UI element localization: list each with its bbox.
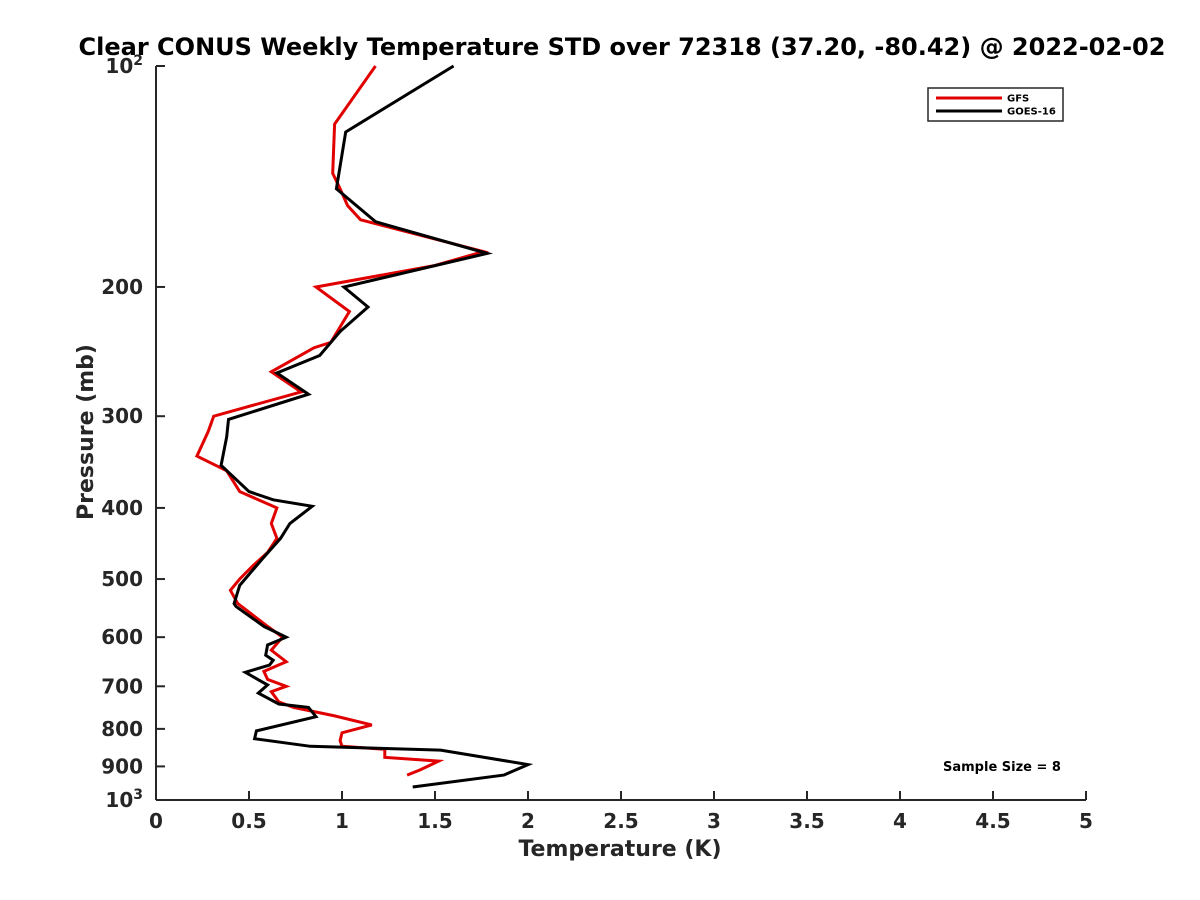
series-line-gfs — [194, 65, 490, 777]
y-tick-label: 400 — [101, 496, 143, 520]
y-tick-label: 103 — [105, 787, 143, 812]
y-axis: 102 200 300 400 500 600 700 800 900 103 — [101, 53, 165, 812]
series-line-goes-16 — [219, 64, 534, 789]
x-tick-label: 4 — [893, 809, 907, 833]
x-axis: 0 0.5 1 1.5 2 2.5 3 3.5 4 4.5 5 — [149, 791, 1093, 833]
x-tick-label: 3.5 — [789, 809, 824, 833]
x-tick-label: 1.5 — [417, 809, 452, 833]
x-tick-label: 5 — [1079, 809, 1093, 833]
y-tick-label: 500 — [101, 567, 143, 591]
legend-box — [927, 87, 1064, 122]
sample-size-annotation: Sample Size = 8 — [943, 760, 1061, 775]
x-tick-label: 3 — [707, 809, 721, 833]
x-tick-label: 4.5 — [975, 809, 1010, 833]
legend-label-gfs: GFS — [1007, 94, 1029, 105]
y-tick-label: 800 — [101, 717, 143, 741]
x-tick-label: 0.5 — [231, 809, 266, 833]
y-tick-label: 600 — [101, 625, 143, 649]
y-axis-label: Pressure (mb) — [74, 344, 99, 520]
series-layer — [194, 64, 534, 789]
plot-background — [156, 66, 1086, 800]
x-tick-label: 0 — [149, 809, 163, 833]
plot-area — [156, 66, 1086, 800]
chart-title: Clear CONUS Weekly Temperature STD over … — [79, 33, 1166, 61]
y-tick-label: 300 — [101, 404, 143, 428]
legend: GFS GOES-16 — [927, 87, 1064, 122]
y-tick-label: 102 — [105, 53, 143, 78]
y-tick-label: 900 — [101, 754, 143, 778]
x-tick-label: 1 — [335, 809, 349, 833]
x-axis-label: Temperature (K) — [518, 837, 721, 862]
y-tick-label: 700 — [101, 674, 143, 698]
y-tick-label: 200 — [101, 275, 143, 299]
x-tick-label: 2.5 — [603, 809, 638, 833]
x-tick-label: 2 — [521, 809, 535, 833]
legend-label-goes-16: GOES-16 — [1007, 107, 1056, 118]
